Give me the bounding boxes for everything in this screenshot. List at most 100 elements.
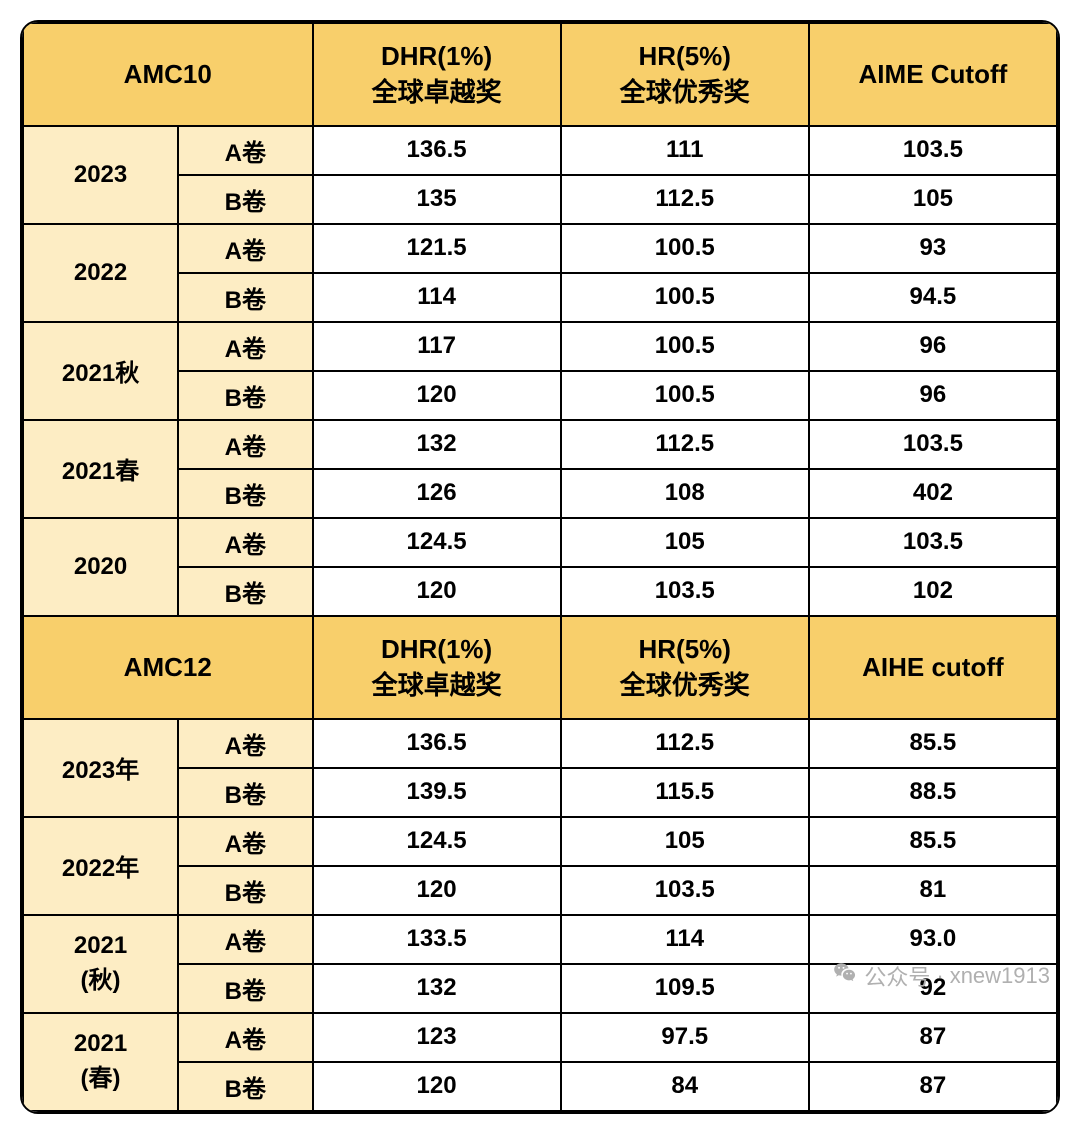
- cutoff-cell: 402: [809, 469, 1057, 518]
- paper-cell: A卷: [178, 224, 312, 273]
- table-row: B卷126108402: [23, 469, 1057, 518]
- dhr-cell: 114: [313, 273, 561, 322]
- dhr-cell: 124.5: [313, 817, 561, 866]
- dhr-cell: 120: [313, 1062, 561, 1111]
- cutoff-cell: 103.5: [809, 126, 1057, 175]
- table-row: 2022年A卷124.510585.5: [23, 817, 1057, 866]
- table-row: B卷132109.592: [23, 964, 1057, 1013]
- table-row: B卷120100.596: [23, 371, 1057, 420]
- cutoff-cell: 103.5: [809, 518, 1057, 567]
- table-row: B卷114100.594.5: [23, 273, 1057, 322]
- hr-cell: 100.5: [561, 224, 809, 273]
- paper-cell: A卷: [178, 817, 312, 866]
- paper-cell: B卷: [178, 964, 312, 1013]
- dhr-cell: 120: [313, 866, 561, 915]
- cutoff-cell: 87: [809, 1062, 1057, 1111]
- year-cell: 2023年: [23, 719, 178, 817]
- hr-cell: 112.5: [561, 175, 809, 224]
- paper-cell: B卷: [178, 567, 312, 616]
- paper-cell: B卷: [178, 273, 312, 322]
- col-cutoff: AIHE cutoff: [809, 616, 1057, 719]
- col-dhr: DHR(1%)全球卓越奖: [313, 616, 561, 719]
- table-row: 2021秋A卷117100.596: [23, 322, 1057, 371]
- hr-cell: 84: [561, 1062, 809, 1111]
- hr-cell: 112.5: [561, 420, 809, 469]
- hr-cell: 112.5: [561, 719, 809, 768]
- col-hr: HR(5%)全球优秀奖: [561, 616, 809, 719]
- table-row: B卷120103.581: [23, 866, 1057, 915]
- paper-cell: A卷: [178, 420, 312, 469]
- dhr-cell: 136.5: [313, 719, 561, 768]
- year-cell: 2021秋: [23, 322, 178, 420]
- dhr-cell: 124.5: [313, 518, 561, 567]
- year-cell: 2023: [23, 126, 178, 224]
- dhr-cell: 133.5: [313, 915, 561, 964]
- hr-cell: 100.5: [561, 371, 809, 420]
- paper-cell: A卷: [178, 322, 312, 371]
- cutoff-cell: 94.5: [809, 273, 1057, 322]
- cutoff-cell: 92: [809, 964, 1057, 1013]
- col-hr: HR(5%)全球优秀奖: [561, 23, 809, 126]
- year-cell: 2021春: [23, 420, 178, 518]
- paper-cell: B卷: [178, 866, 312, 915]
- year-cell: 2022年: [23, 817, 178, 915]
- cutoff-cell: 88.5: [809, 768, 1057, 817]
- cutoff-cell: 96: [809, 322, 1057, 371]
- table-row: 2022A卷121.5100.593: [23, 224, 1057, 273]
- hr-cell: 103.5: [561, 567, 809, 616]
- hr-cell: 108: [561, 469, 809, 518]
- hr-cell: 97.5: [561, 1013, 809, 1062]
- paper-cell: B卷: [178, 175, 312, 224]
- cutoff-table-wrap: AMC10DHR(1%)全球卓越奖HR(5%)全球优秀奖AIME Cutoff2…: [20, 20, 1060, 1114]
- cutoff-cell: 85.5: [809, 817, 1057, 866]
- paper-cell: A卷: [178, 915, 312, 964]
- table-row: B卷1208487: [23, 1062, 1057, 1111]
- dhr-cell: 132: [313, 964, 561, 1013]
- year-cell: 2021(秋): [23, 915, 178, 1013]
- hr-cell: 105: [561, 817, 809, 866]
- cutoff-table: AMC10DHR(1%)全球卓越奖HR(5%)全球优秀奖AIME Cutoff2…: [22, 22, 1058, 1112]
- dhr-cell: 121.5: [313, 224, 561, 273]
- cutoff-cell: 103.5: [809, 420, 1057, 469]
- cutoff-cell: 87: [809, 1013, 1057, 1062]
- year-cell: 2020: [23, 518, 178, 616]
- table-row: B卷135112.5105: [23, 175, 1057, 224]
- dhr-cell: 139.5: [313, 768, 561, 817]
- paper-cell: B卷: [178, 1062, 312, 1111]
- paper-cell: B卷: [178, 768, 312, 817]
- section-header-row: AMC12DHR(1%)全球卓越奖HR(5%)全球优秀奖AIHE cutoff: [23, 616, 1057, 719]
- col-cutoff: AIME Cutoff: [809, 23, 1057, 126]
- hr-cell: 109.5: [561, 964, 809, 1013]
- table-row: 2021春A卷132112.5103.5: [23, 420, 1057, 469]
- year-cell: 2022: [23, 224, 178, 322]
- paper-cell: A卷: [178, 1013, 312, 1062]
- hr-cell: 105: [561, 518, 809, 567]
- dhr-cell: 120: [313, 371, 561, 420]
- dhr-cell: 135: [313, 175, 561, 224]
- table-row: 2020A卷124.5105103.5: [23, 518, 1057, 567]
- dhr-cell: 117: [313, 322, 561, 371]
- cutoff-cell: 96: [809, 371, 1057, 420]
- table-row: B卷120103.5102: [23, 567, 1057, 616]
- paper-cell: B卷: [178, 469, 312, 518]
- table-row: 2023A卷136.5111103.5: [23, 126, 1057, 175]
- cutoff-cell: 102: [809, 567, 1057, 616]
- hr-cell: 114: [561, 915, 809, 964]
- year-cell: 2021(春): [23, 1013, 178, 1111]
- hr-cell: 115.5: [561, 768, 809, 817]
- cutoff-cell: 85.5: [809, 719, 1057, 768]
- dhr-cell: 132: [313, 420, 561, 469]
- hr-cell: 111: [561, 126, 809, 175]
- dhr-cell: 136.5: [313, 126, 561, 175]
- table-row: 2021(秋)A卷133.511493.0: [23, 915, 1057, 964]
- paper-cell: B卷: [178, 371, 312, 420]
- cutoff-cell: 93: [809, 224, 1057, 273]
- hr-cell: 103.5: [561, 866, 809, 915]
- col-dhr: DHR(1%)全球卓越奖: [313, 23, 561, 126]
- table-row: 2021(春)A卷12397.587: [23, 1013, 1057, 1062]
- table-row: B卷139.5115.588.5: [23, 768, 1057, 817]
- dhr-cell: 123: [313, 1013, 561, 1062]
- section-title: AMC10: [23, 23, 313, 126]
- table-row: 2023年A卷136.5112.585.5: [23, 719, 1057, 768]
- paper-cell: A卷: [178, 518, 312, 567]
